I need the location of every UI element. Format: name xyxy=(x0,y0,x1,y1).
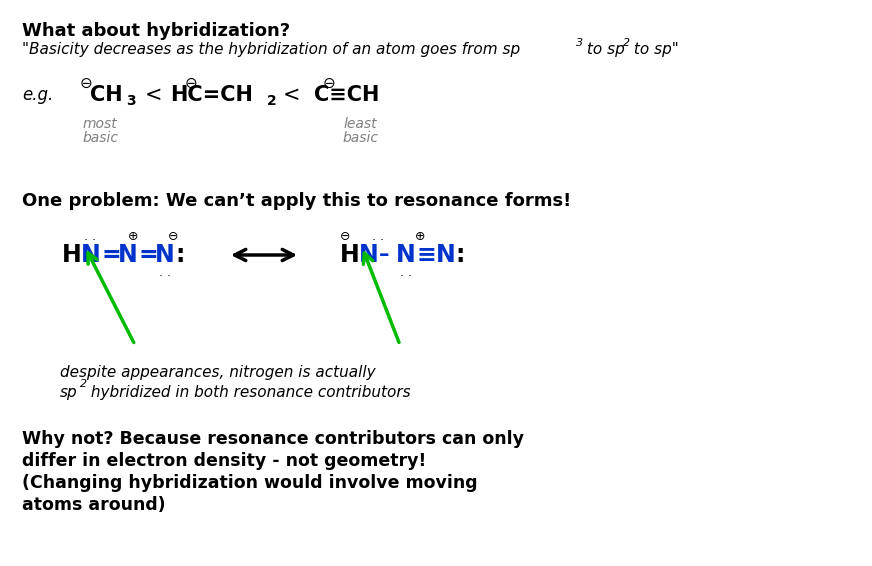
Text: . .: . . xyxy=(159,267,171,280)
Text: –: – xyxy=(379,245,390,265)
Text: despite appearances, nitrogen is actually: despite appearances, nitrogen is actuall… xyxy=(60,365,376,380)
Text: <: < xyxy=(145,85,162,105)
Text: :: : xyxy=(175,243,184,267)
Text: CH: CH xyxy=(90,85,123,105)
Text: differ in electron density - not geometry!: differ in electron density - not geometr… xyxy=(22,452,426,470)
Text: ⊖: ⊖ xyxy=(340,230,351,243)
Text: . .: . . xyxy=(372,230,384,243)
Text: ⊕: ⊕ xyxy=(415,230,426,243)
Text: to sp": to sp" xyxy=(629,42,678,57)
Text: (Changing hybridization would involve moving: (Changing hybridization would involve mo… xyxy=(22,474,478,492)
Text: 2: 2 xyxy=(80,379,87,389)
Text: HC=CH: HC=CH xyxy=(170,85,253,105)
Text: "Basicity decreases as the hybridization of an atom goes from sp: "Basicity decreases as the hybridization… xyxy=(22,42,520,57)
Text: N: N xyxy=(155,243,174,267)
Text: 3: 3 xyxy=(576,38,583,48)
Text: ⊖: ⊖ xyxy=(167,230,178,243)
Text: ≡: ≡ xyxy=(416,243,436,267)
Text: most: most xyxy=(83,117,118,131)
Text: N: N xyxy=(118,243,138,267)
Text: N: N xyxy=(81,243,101,267)
Text: N: N xyxy=(436,243,456,267)
Text: . .: . . xyxy=(400,267,412,280)
Text: . .: . . xyxy=(84,230,96,243)
Text: ⊖: ⊖ xyxy=(185,75,198,91)
Text: =: = xyxy=(138,243,158,267)
Text: least: least xyxy=(344,117,377,131)
Text: N: N xyxy=(359,243,378,267)
Text: e.g.: e.g. xyxy=(22,86,53,104)
Text: hybridized in both resonance contributors: hybridized in both resonance contributor… xyxy=(86,385,411,400)
Text: 2: 2 xyxy=(623,38,630,48)
Text: to sp: to sp xyxy=(582,42,624,57)
Text: H: H xyxy=(340,243,360,267)
Text: =: = xyxy=(101,243,120,267)
Text: basic: basic xyxy=(342,131,378,145)
Text: :: : xyxy=(455,243,465,267)
Text: basic: basic xyxy=(82,131,118,145)
Text: Why not? Because resonance contributors can only: Why not? Because resonance contributors … xyxy=(22,430,524,448)
Text: ⊕: ⊕ xyxy=(128,230,139,243)
Text: atoms around): atoms around) xyxy=(22,496,166,514)
Text: <: < xyxy=(283,85,301,105)
Text: C≡CH: C≡CH xyxy=(314,85,379,105)
Text: ⊖: ⊖ xyxy=(323,75,336,91)
Text: 3: 3 xyxy=(126,94,136,108)
Text: H: H xyxy=(62,243,82,267)
Text: ⊖: ⊖ xyxy=(80,75,92,91)
Text: N: N xyxy=(396,243,416,267)
Text: One problem: We can’t apply this to resonance forms!: One problem: We can’t apply this to reso… xyxy=(22,192,571,210)
Text: What about hybridization?: What about hybridization? xyxy=(22,22,290,40)
Text: 2: 2 xyxy=(267,94,276,108)
Text: sp: sp xyxy=(60,385,78,400)
